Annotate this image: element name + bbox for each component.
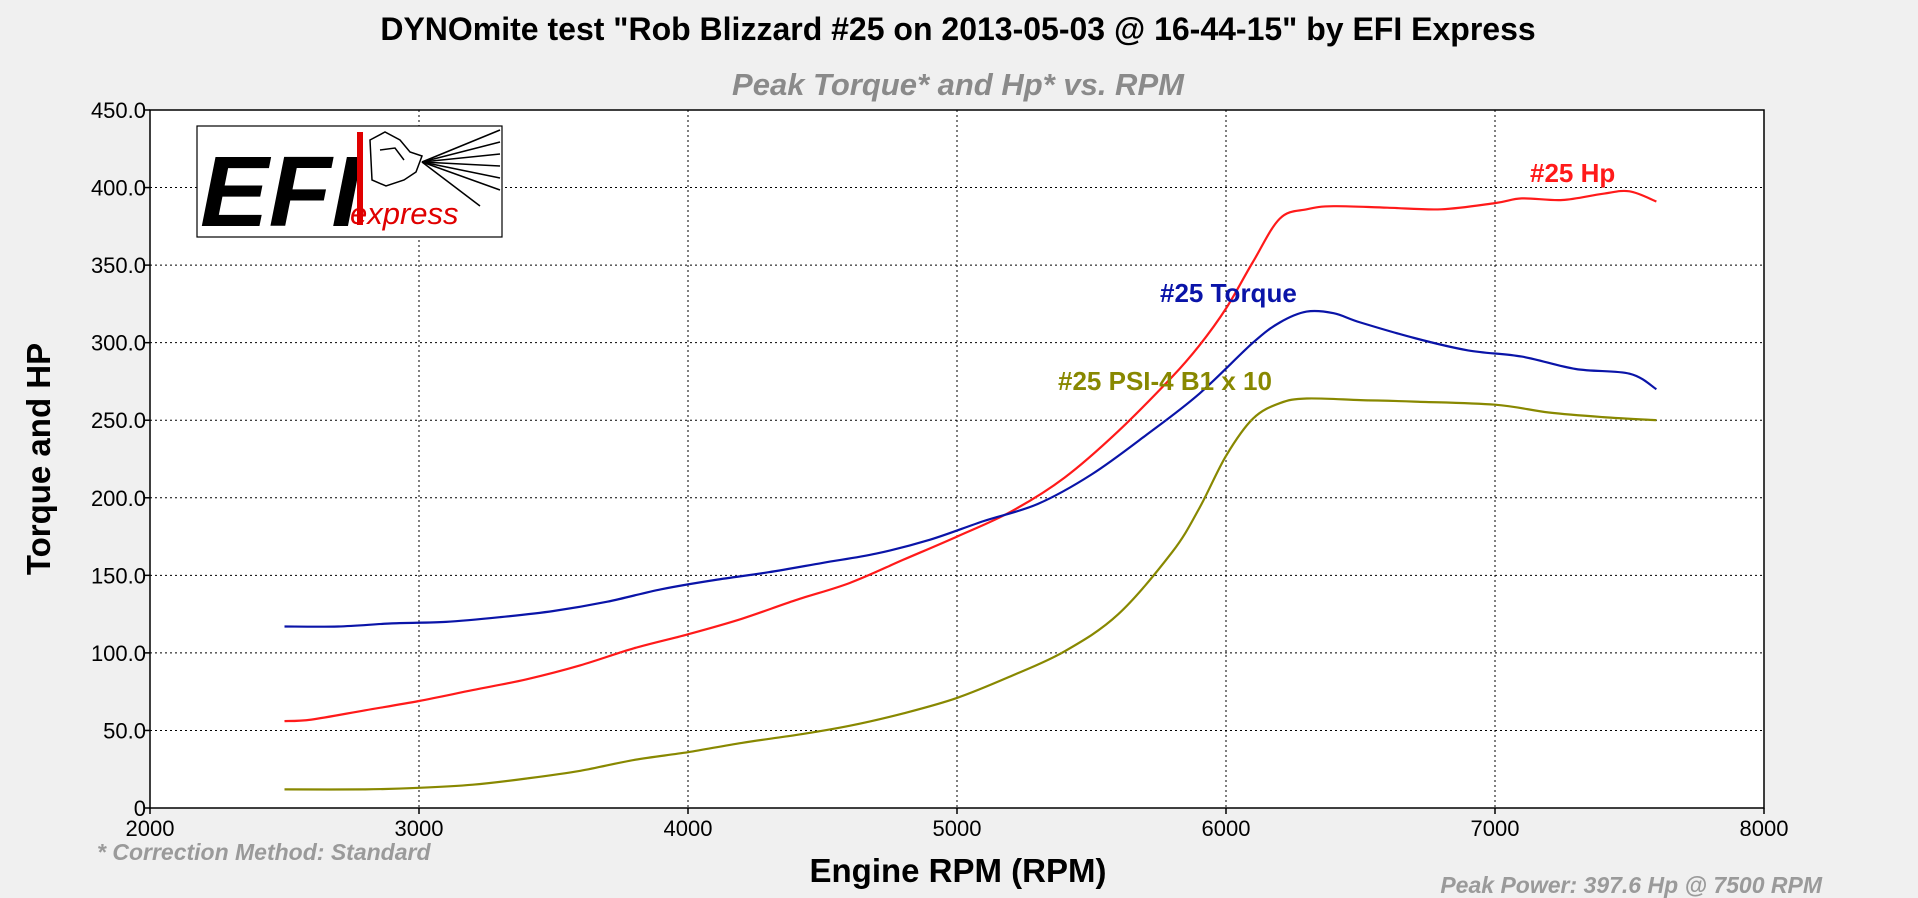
x-tick-labels: 2000 3000 4000 5000 6000 7000 8000: [126, 808, 1789, 841]
y-axis-label: Torque and HP: [20, 343, 57, 575]
y-tick-label: 250.0: [91, 408, 146, 433]
chart-subtitle: Peak Torque* and Hp* vs. RPM: [732, 67, 1185, 102]
y-tick-label: 200.0: [91, 486, 146, 511]
series-line-psi: [284, 397, 1657, 791]
correction-method-note: * Correction Method: Standard: [97, 839, 431, 865]
chart-title: DYNOmite test "Rob Blizzard #25 on 2013-…: [380, 11, 1535, 47]
series-label-psi: #25 PSI-4 B1 x 10: [1058, 366, 1272, 396]
x-tick-label: 7000: [1471, 816, 1520, 841]
y-tick-label: 150.0: [91, 563, 146, 588]
injector-spray-icon: [369, 129, 501, 207]
series-label-hp: #25 Hp: [1530, 158, 1615, 188]
efi-express-logo: EFI express: [196, 125, 503, 248]
logo-efi-text: EFI: [200, 136, 362, 248]
y-tick-label: 0: [134, 796, 146, 821]
peak-power-note: Peak Power: 397.6 Hp @ 7500 RPM: [1440, 872, 1822, 898]
grid-lines: [150, 110, 1764, 808]
x-axis-label: Engine RPM (RPM): [810, 852, 1107, 889]
x-tick-label: 2000: [126, 816, 175, 841]
x-tick-label: 6000: [1202, 816, 1251, 841]
series-label-torque: #25 Torque: [1160, 278, 1297, 308]
y-tick-label: 300.0: [91, 331, 146, 356]
x-tick-label: 4000: [664, 816, 713, 841]
y-tick-label: 450.0: [91, 98, 146, 123]
y-tick-label: 350.0: [91, 253, 146, 278]
logo-express-text: express: [350, 196, 459, 231]
series-line-hp: [284, 189, 1657, 723]
y-tick-label: 400.0: [91, 176, 146, 201]
y-tick-label: 100.0: [91, 641, 146, 666]
x-tick-label: 3000: [395, 816, 444, 841]
x-tick-label: 5000: [933, 816, 982, 841]
series-lines: [284, 189, 1658, 791]
y-tick-labels: 0 50.0 100.0 150.0 200.0 250.0 300.0 350.0 400.0…: [91, 98, 150, 821]
x-tick-label: 8000: [1740, 816, 1789, 841]
y-tick-label: 50.0: [103, 718, 146, 743]
series-line-torque: [284, 309, 1658, 628]
